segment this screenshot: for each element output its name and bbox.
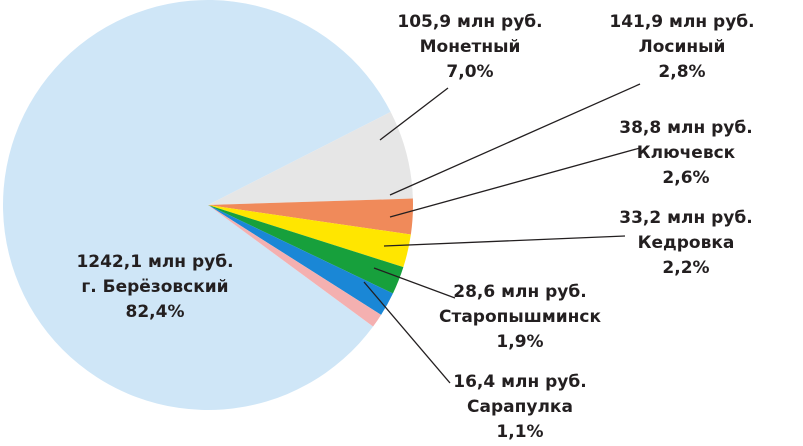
category-label: Лосиный [639,37,726,57]
leader-line [373,267,456,299]
leader-line [363,281,451,384]
value-label: 82,4% [126,302,185,322]
amount-label: 141,9 млн руб. [609,12,754,32]
pie-slice [208,198,413,235]
amount-label: 28,6 млн руб. [453,282,586,302]
value-label: 2,6% [662,168,709,188]
category-label: Ключевск [637,143,736,163]
amount-label: 33,2 млн руб. [619,208,752,228]
leader-line [383,235,626,247]
pie-slice [208,205,411,268]
value-label: 7,0% [446,62,493,82]
amount-label: 38,8 млн руб. [619,118,752,138]
value-label: 1,1% [496,422,543,442]
amount-label: 1242,1 млн руб. [76,252,233,272]
value-label: 1,9% [496,332,543,352]
category-label: Сарапулка [467,397,573,417]
pie-slice [208,205,393,315]
amount-label: 16,4 млн руб. [453,372,586,392]
category-label: Кедровка [638,233,735,253]
pie-slice [208,205,382,327]
pie-slice [3,0,391,410]
category-label: Старопышминск [439,307,601,327]
leader-line [389,83,641,196]
category-label: Монетный [420,37,521,57]
pie-slice [208,111,413,205]
category-label: г. Берёзовский [81,277,228,297]
leader-line [379,87,449,141]
leader-line [389,147,641,218]
value-label: 2,2% [662,258,709,278]
pie-slice [208,205,404,294]
value-label: 2,8% [658,62,705,82]
amount-label: 105,9 млн руб. [397,12,542,32]
